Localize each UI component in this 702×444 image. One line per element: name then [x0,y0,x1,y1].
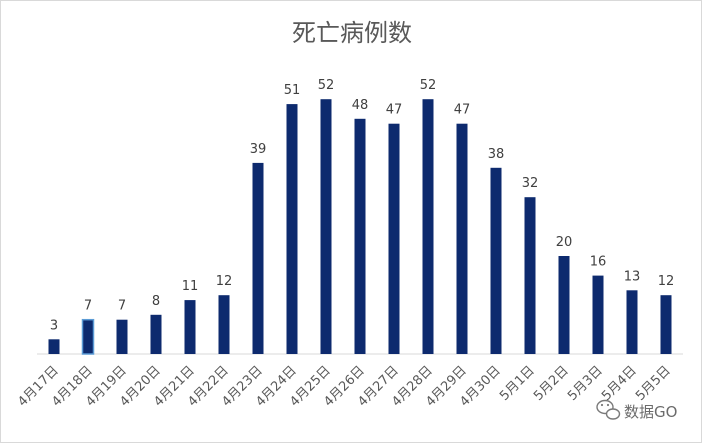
bar-4月26日 [354,118,366,354]
bar-4月30日 [490,167,502,354]
value-label-4月27日: 47 [386,103,403,118]
x-tick-label-5月1日: 5月1日 [497,363,538,404]
value-label-4月18日: 7 [84,299,92,314]
bar-5月1日 [524,197,536,354]
value-label-4月29日: 47 [454,103,471,118]
bar-4月29日 [456,123,468,354]
bar-5月3日 [592,275,604,354]
x-tick-label-5月4日: 5月4日 [599,363,640,404]
bar-4月24日 [286,104,298,354]
bar-4月25日 [320,99,332,354]
bar-4月19日 [116,319,128,354]
x-tick-label-5月5日: 5月5日 [633,363,674,404]
wechat-icon [596,399,621,420]
value-label-4月26日: 48 [352,98,369,113]
value-label-5月4日: 13 [624,269,641,284]
value-label-5月3日: 16 [590,255,607,270]
bar-4月17日 [48,339,60,354]
bar-4月28日 [422,99,434,354]
bar-5月2日 [558,256,570,354]
x-labels-group: 4月17日4月18日4月19日4月20日4月21日4月22日4月23日4月24日… [15,363,674,410]
bar-4月18日 [81,318,95,355]
value-labels-group: 3 7 7 8 11 12 39 51 52 48 47 52 47 38 32 20 16 13 12 [50,78,674,333]
x-tick-label-5月3日: 5月3日 [565,363,606,404]
bars-group [48,99,672,355]
value-label-4月19日: 7 [118,299,126,314]
bar-4月23日 [252,162,264,354]
value-label-4月25日: 52 [318,78,335,93]
value-label-4月23日: 39 [250,142,267,157]
value-label-4月28日: 52 [420,78,437,93]
x-tick-label-5月2日: 5月2日 [531,363,572,404]
bar-5月4日 [626,290,638,354]
value-label-5月2日: 20 [556,235,573,250]
value-label-4月24日: 51 [284,83,301,98]
value-label-4月20日: 8 [152,294,160,309]
value-label-5月5日: 12 [658,274,675,289]
watermark-text: 数据GO [624,403,677,421]
value-label-4月30日: 38 [488,147,505,162]
value-label-4月21日: 11 [182,279,199,294]
bar-4月22日 [218,295,230,354]
value-label-4月17日: 3 [50,318,58,333]
bar-4月21日 [184,300,196,354]
bar-4月20日 [150,314,162,354]
value-label-4月22日: 12 [216,274,233,289]
bar-4月27日 [388,123,400,354]
value-label-5月1日: 32 [522,176,539,191]
bar-5月5日 [660,295,672,354]
watermark: 数据GO [596,399,677,421]
chart-title: 死亡病例数 [292,19,412,47]
